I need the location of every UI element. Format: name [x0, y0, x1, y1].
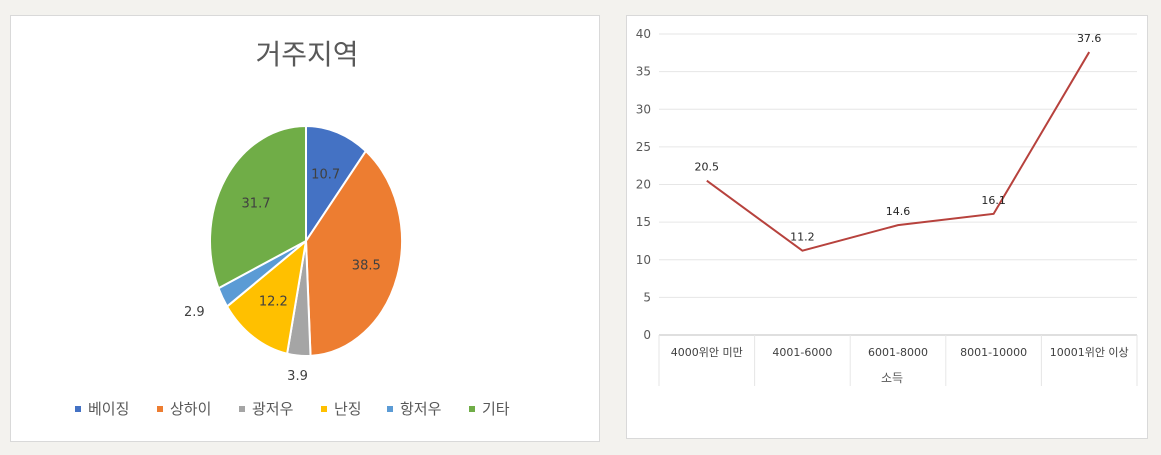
x-tick-label: 10001위안 이상 [1050, 346, 1129, 359]
legend-item-label: 난징 [334, 400, 362, 418]
pie-slice-5 [209, 124, 307, 290]
y-tick-label: 30 [636, 102, 651, 116]
y-tick-label: 40 [636, 27, 651, 41]
line-data-label: 11.2 [790, 231, 815, 244]
y-tick-label: 15 [636, 215, 651, 229]
legend-item-label: 기타 [482, 400, 510, 418]
line-data-label: 37.6 [1077, 32, 1102, 45]
y-tick-label: 25 [636, 140, 651, 154]
pie-data-label: 12.2 [259, 295, 288, 310]
legend-swatch [239, 406, 245, 412]
legend-swatch [321, 406, 327, 412]
legend-swatch [469, 406, 475, 412]
x-axis-label: 소득 [881, 371, 903, 385]
legend-item-label: 상하이 [170, 400, 211, 418]
x-tick-label: 4001-6000 [772, 346, 832, 359]
pie-data-label: 10.7 [311, 168, 340, 183]
x-tick-label: 4000위안 미만 [671, 346, 743, 359]
pie-slice-3 [225, 238, 308, 355]
legend-swatch [387, 406, 393, 412]
legend-swatch [157, 406, 163, 412]
pie-data-label: 2.9 [184, 305, 205, 320]
x-tick-label: 6001-8000 [868, 346, 928, 359]
line-data-label: 14.6 [886, 205, 911, 218]
y-tick-label: 20 [636, 178, 651, 192]
legend-swatch [75, 406, 81, 412]
pie-data-label: 31.7 [242, 196, 271, 211]
line-data-label: 16.1 [981, 194, 1006, 207]
pie-data-label: 3.9 [287, 369, 308, 384]
pie-chart: 거주지역 10.7 38.5 3.9 12.2 2.9 31.7 베이징 상하이 광저우 난징 항… [75, 38, 510, 418]
pie-slice-0 [305, 124, 368, 245]
pie-slice-1 [304, 149, 403, 357]
y-tick-label: 10 [636, 253, 651, 267]
series-line [706, 51, 1091, 252]
pie-data-label: 38.5 [352, 258, 381, 273]
line-chart-panel: 0 5 10 15 20 25 30 35 40 4000위안 미만 4001-6000 6001-… [626, 15, 1148, 439]
pie-chart-panel: 거주지역 10.7 38.5 3.9 12.2 2.9 31.7 베이징 상하이 광저우 난징 항… [10, 15, 600, 442]
pie-chart-title: 거주지역 [255, 38, 358, 71]
y-tick-label: 0 [643, 328, 651, 342]
legend-item-label: 베이징 [88, 400, 129, 418]
line-data-label: 20.5 [695, 161, 720, 174]
legend-item-label: 광저우 [252, 400, 294, 418]
legend-item-label: 항저우 [400, 400, 442, 418]
y-tick-label: 5 [643, 290, 651, 304]
x-tick-label: 8001-10000 [960, 346, 1027, 359]
y-tick-label: 35 [636, 65, 651, 79]
line-chart: 0 5 10 15 20 25 30 35 40 4000위안 미만 4001-6000 6001-… [636, 27, 1138, 386]
